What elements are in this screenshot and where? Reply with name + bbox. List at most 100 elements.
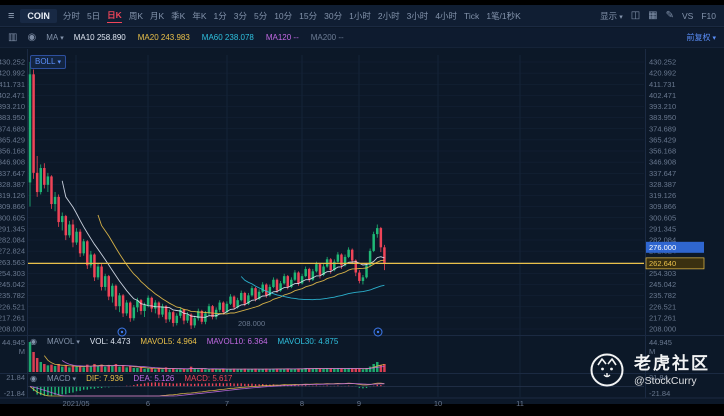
svg-text:337.647: 337.647	[0, 169, 25, 178]
tab-3分[interactable]: 3分	[233, 10, 247, 21]
svg-text:309.866: 309.866	[0, 202, 25, 211]
tab-周K[interactable]: 周K	[128, 10, 143, 21]
chevron-down-icon: ▾	[60, 35, 64, 42]
ma-group-selector[interactable]: MA ▾	[46, 33, 64, 42]
tab-日K[interactable]: 日K	[107, 9, 122, 23]
svg-text:346.908: 346.908	[0, 158, 25, 167]
svg-text:328.387: 328.387	[649, 180, 676, 189]
eye-icon[interactable]: ◉	[30, 337, 37, 346]
svg-text:374.689: 374.689	[0, 124, 25, 133]
tab-年K[interactable]: 年K	[192, 10, 207, 21]
tab-季K[interactable]: 季K	[171, 10, 186, 21]
svg-text:346.908: 346.908	[649, 158, 676, 167]
svg-text:282.084: 282.084	[0, 236, 25, 245]
svg-text:272.824: 272.824	[0, 247, 25, 256]
volume-group-selector[interactable]: MAVOL ▾	[46, 337, 80, 346]
svg-text:254.303: 254.303	[649, 269, 676, 278]
watermark-handle: @StockCurry	[634, 374, 697, 387]
tab-2小时[interactable]: 2小时	[377, 10, 400, 21]
chevron-down-icon: ▾	[76, 339, 80, 346]
ma-legend: MA10 258.890 MA20 243.983 MA60 238.078 MA12…	[74, 33, 344, 42]
draw-tool-icon[interactable]: ✎	[665, 10, 674, 21]
svg-text:7: 7	[225, 399, 229, 408]
legend-item-DIF[interactable]: DIF: 7.936	[86, 374, 124, 383]
svg-text:374.689: 374.689	[649, 124, 676, 133]
svg-text:44.945: 44.945	[649, 338, 672, 347]
svg-text:235.782: 235.782	[0, 291, 25, 300]
svg-text:393.210: 393.210	[649, 102, 676, 111]
svg-text:M: M	[19, 347, 25, 356]
svg-text:245.042: 245.042	[649, 280, 676, 289]
chart-canvas[interactable]: 2021/05 6 7 8 9 10 11 430.252 430.252 420.992 420.…	[0, 5, 724, 409]
svg-text:8: 8	[300, 399, 304, 408]
svg-text:-21.84: -21.84	[649, 389, 670, 398]
indicator-toolbar: ▥ ◉ MA ▾ MA10 258.890 MA20 243.983 MA60 238…	[0, 28, 724, 48]
tab-1分[interactable]: 1分	[213, 10, 227, 21]
svg-text:11: 11	[516, 399, 524, 408]
macd-legend: ◉ MACD ▾ DIF: 7.936 DEA: 5.126 MACD: 5.617	[30, 374, 232, 383]
legend-item-DEA[interactable]: DEA: 5.126	[133, 374, 175, 383]
boll-indicator-badge[interactable]: BOLL ▾	[30, 55, 66, 69]
legend-item-MA60[interactable]: MA60 238.078	[201, 33, 254, 42]
legend-item-MAVOL10[interactable]: MAVOL10: 6.364	[206, 337, 268, 346]
display-menu-button[interactable]: 显示 ▾	[600, 10, 623, 21]
svg-text:420.992: 420.992	[0, 69, 25, 78]
macd-group-selector[interactable]: MACD ▾	[46, 374, 77, 383]
adjust-mode-selector[interactable]: 前复权 ▾	[686, 33, 716, 42]
topbar-right-cluster: 显示 ▾ ◫ ▦ ✎ VS F10	[600, 10, 716, 22]
svg-text:10: 10	[434, 399, 442, 408]
svg-text:300.605: 300.605	[649, 213, 676, 222]
svg-text:337.647: 337.647	[649, 169, 676, 178]
legend-item-MA10[interactable]: MA10 258.890	[73, 33, 126, 42]
legend-item-VOL[interactable]: VOL: 4.473	[89, 337, 131, 346]
svg-text:217.261: 217.261	[649, 313, 676, 322]
legend-item-MA20[interactable]: MA20 243.983	[137, 33, 190, 42]
panel-layout-icon[interactable]: ◫	[630, 10, 641, 21]
chevron-down-icon: ▾	[57, 59, 61, 66]
svg-text:300.605: 300.605	[0, 213, 25, 222]
svg-text:226.521: 226.521	[649, 302, 676, 311]
tab-1小时[interactable]: 1小时	[349, 10, 371, 21]
legend-item-MA200[interactable]: MA200 --	[310, 33, 344, 42]
chart-style-icon[interactable]: ▥	[8, 32, 18, 43]
chevron-down-icon: ▾	[619, 13, 623, 21]
legend-item-MAVOL30[interactable]: MAVOL30: 4.875	[277, 337, 339, 346]
svg-text:356.168: 356.168	[649, 147, 676, 156]
legend-item-MACD[interactable]: MACD: 5.617	[184, 374, 233, 383]
svg-text:356.168: 356.168	[0, 147, 25, 156]
svg-text:235.782: 235.782	[649, 291, 676, 300]
volume-legend-values: VOL: 4.473 MAVOL5: 4.964 MAVOL10: 6.364 MAV…	[90, 337, 338, 346]
svg-text:2021/05: 2021/05	[62, 399, 89, 408]
tab-30分[interactable]: 30分	[324, 10, 343, 21]
tab-月K[interactable]: 月K	[149, 10, 165, 21]
tiger-logo-icon	[590, 353, 624, 387]
svg-text:309.866: 309.866	[649, 202, 676, 211]
tab-15分[interactable]: 15分	[299, 10, 318, 21]
symbol-tab-coin[interactable]: COIN	[20, 8, 57, 23]
tab-10分[interactable]: 10分	[274, 10, 293, 21]
svg-text:365.429: 365.429	[0, 135, 25, 144]
tab-3小时[interactable]: 3小时	[406, 10, 429, 21]
tab-5分[interactable]: 5分	[253, 10, 268, 21]
svg-text:291.345: 291.345	[0, 224, 25, 233]
grid-view-icon[interactable]: ▦	[648, 10, 658, 21]
top-toolbar: ≡ COIN 分时 5日 日K 周K 月K 季K 年K 1分 3分 5分 10分 15分 30分 1小时 2…	[0, 5, 724, 27]
svg-text:319.126: 319.126	[0, 191, 25, 200]
svg-text:6: 6	[146, 399, 150, 408]
eye-icon[interactable]: ◉	[30, 374, 37, 383]
svg-text:217.261: 217.261	[0, 313, 25, 322]
menu-icon[interactable]: ≡	[8, 9, 15, 22]
tab-4小时[interactable]: 4小时	[435, 10, 458, 21]
svg-text:411.731: 411.731	[649, 80, 676, 89]
f10-button[interactable]: F10	[701, 10, 716, 21]
eye-icon[interactable]: ◉	[27, 32, 37, 43]
legend-item-MAVOL5[interactable]: MAVOL5: 4.964	[140, 337, 197, 346]
tab-分时[interactable]: 分时	[62, 10, 80, 21]
svg-text:245.042: 245.042	[0, 280, 25, 289]
tab-1笔/1秒K[interactable]: 1笔/1秒K	[486, 10, 521, 21]
tab-Tick[interactable]: Tick	[464, 10, 480, 21]
compare-vs-button[interactable]: VS	[682, 10, 694, 21]
legend-item-MA120[interactable]: MA120 --	[265, 33, 299, 42]
tab-5日[interactable]: 5日	[86, 10, 101, 21]
